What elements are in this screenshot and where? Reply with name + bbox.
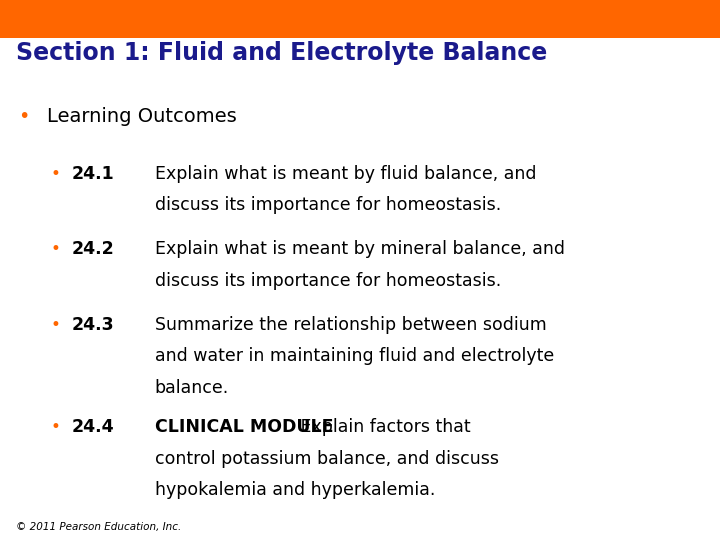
Text: balance.: balance.: [155, 379, 229, 396]
FancyBboxPatch shape: [0, 0, 720, 38]
Text: © 2011 Pearson Education, Inc.: © 2011 Pearson Education, Inc.: [16, 522, 181, 532]
Text: •: •: [50, 316, 60, 334]
Text: hypokalemia and hyperkalemia.: hypokalemia and hyperkalemia.: [155, 481, 435, 499]
Text: 24.4: 24.4: [72, 418, 114, 436]
Text: discuss its importance for homeostasis.: discuss its importance for homeostasis.: [155, 272, 501, 289]
Text: Learning Outcomes: Learning Outcomes: [47, 106, 237, 126]
Text: Summarize the relationship between sodium: Summarize the relationship between sodiu…: [155, 316, 546, 334]
Text: 24.3: 24.3: [72, 316, 114, 334]
Text: •: •: [18, 106, 30, 126]
Text: •: •: [50, 418, 60, 436]
Text: Section 1: Fluid and Electrolyte Balance: Section 1: Fluid and Electrolyte Balance: [16, 40, 547, 64]
Text: and water in maintaining fluid and electrolyte: and water in maintaining fluid and elect…: [155, 347, 554, 365]
Text: Explain what is meant by mineral balance, and: Explain what is meant by mineral balance…: [155, 240, 564, 258]
Text: •: •: [50, 165, 60, 183]
Text: 24.1: 24.1: [72, 165, 114, 183]
Text: •: •: [50, 240, 60, 258]
Text: Explain what is meant by fluid balance, and: Explain what is meant by fluid balance, …: [155, 165, 536, 183]
Text: Explain factors that: Explain factors that: [295, 418, 471, 436]
Text: CLINICAL MODULE: CLINICAL MODULE: [155, 418, 333, 436]
Text: control potassium balance, and discuss: control potassium balance, and discuss: [155, 450, 499, 468]
Text: discuss its importance for homeostasis.: discuss its importance for homeostasis.: [155, 196, 501, 214]
Text: 24.2: 24.2: [72, 240, 114, 258]
